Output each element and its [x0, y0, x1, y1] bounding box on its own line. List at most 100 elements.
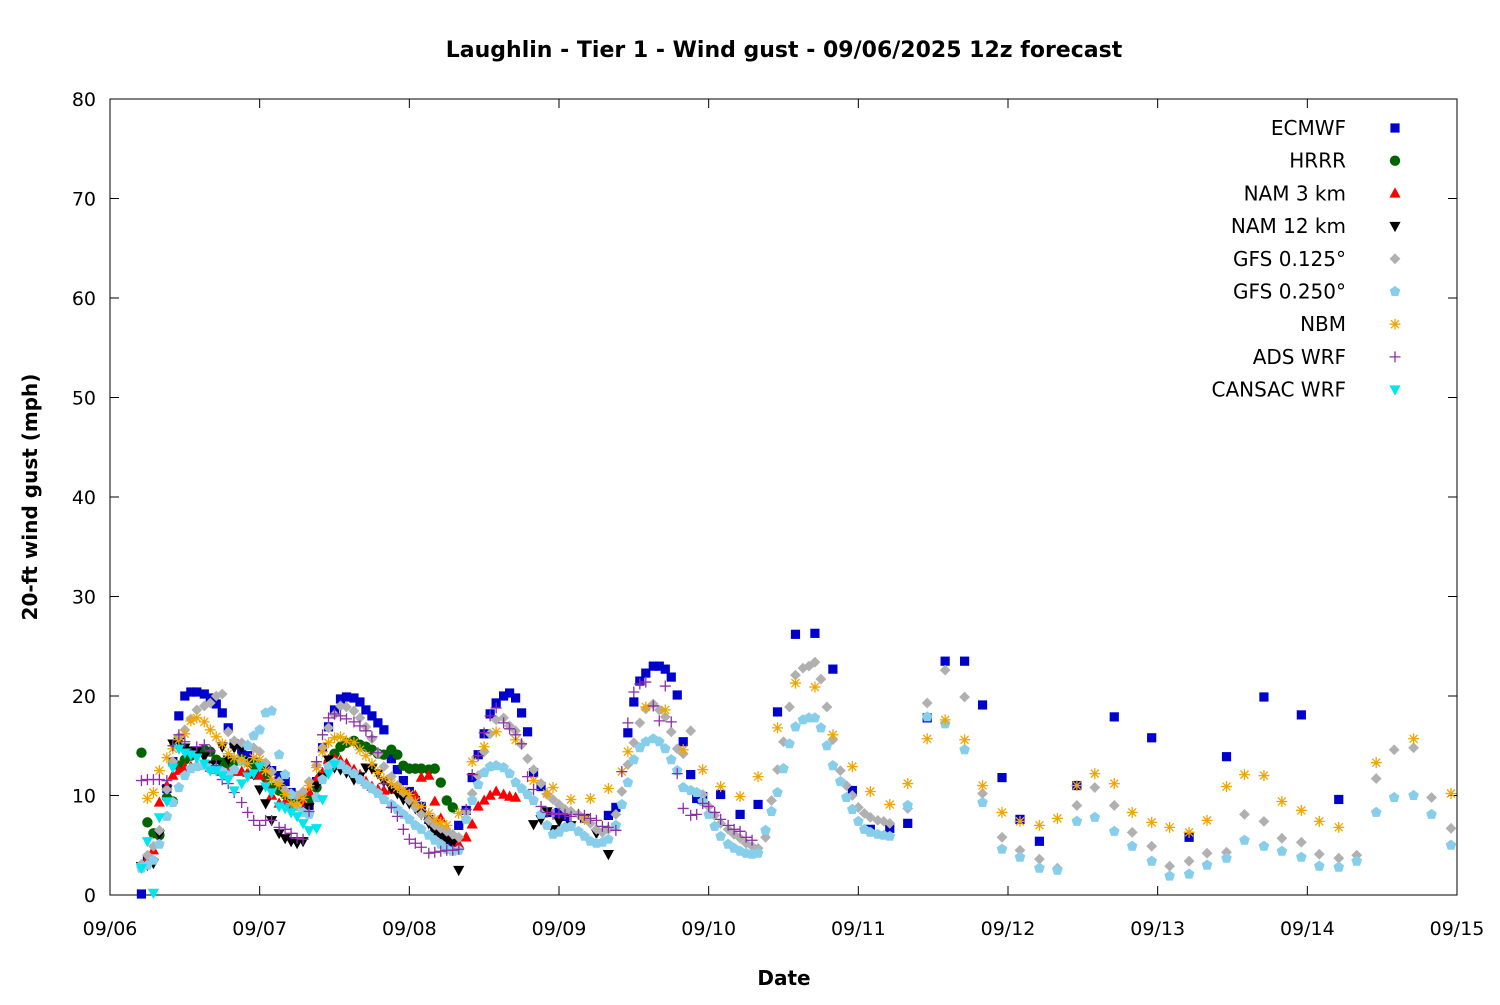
data-point	[616, 766, 628, 778]
legend-label: NAM 12 km	[1231, 214, 1346, 238]
data-point	[746, 834, 758, 846]
data-point	[1071, 780, 1083, 792]
data-point	[1333, 861, 1345, 872]
y-tick-label: 60	[72, 288, 96, 310]
data-point	[447, 844, 459, 856]
data-point	[279, 834, 291, 845]
data-point	[161, 797, 173, 808]
data-point	[185, 715, 197, 727]
data-point	[153, 824, 165, 836]
data-point	[317, 729, 329, 741]
data-point	[285, 808, 297, 819]
data-point	[504, 768, 515, 779]
data-point	[260, 782, 272, 793]
data-point	[266, 705, 277, 716]
data-point	[709, 820, 720, 831]
data-point	[660, 664, 670, 674]
data-point	[752, 847, 764, 858]
data-point	[1034, 862, 1045, 873]
data-point	[141, 837, 154, 848]
data-point	[784, 701, 795, 713]
data-point	[766, 805, 777, 816]
legend-label: CANSAC WRF	[1211, 378, 1346, 402]
data-point	[766, 795, 777, 806]
data-point	[498, 717, 510, 729]
data-point	[1221, 852, 1232, 863]
data-point	[1071, 800, 1083, 811]
data-point	[1089, 782, 1101, 793]
series-5	[136, 705, 1457, 881]
data-point	[361, 705, 371, 715]
data-point	[174, 711, 184, 721]
data-point	[210, 731, 222, 743]
data-point	[228, 752, 240, 764]
data-point	[884, 830, 896, 841]
data-point	[572, 808, 584, 820]
data-point	[348, 768, 360, 779]
data-point	[1164, 860, 1176, 872]
data-point	[1408, 789, 1419, 800]
data-point	[535, 800, 547, 812]
data-point	[1164, 821, 1176, 833]
data-point	[1089, 768, 1101, 780]
data-point	[366, 731, 378, 743]
data-point	[498, 762, 509, 773]
data-point	[490, 702, 502, 714]
data-point	[279, 804, 291, 815]
y-tick-label: 40	[72, 487, 96, 509]
data-point	[236, 779, 248, 790]
data-point	[841, 791, 852, 802]
data-point	[623, 728, 633, 738]
data-point	[254, 819, 266, 831]
data-point	[654, 661, 664, 671]
data-point	[996, 806, 1008, 818]
data-point	[1164, 870, 1175, 881]
data-point	[136, 747, 147, 758]
data-point	[191, 753, 203, 764]
series-7	[135, 676, 758, 859]
data-point	[1108, 825, 1120, 836]
data-point	[466, 794, 478, 805]
data-point	[273, 779, 285, 791]
data-point	[722, 819, 734, 831]
data-point	[1238, 769, 1250, 781]
data-point	[453, 865, 465, 877]
data-point	[1259, 692, 1269, 702]
data-point	[453, 807, 465, 819]
data-point	[827, 760, 839, 771]
data-point	[1147, 733, 1157, 743]
data-point	[355, 697, 365, 707]
data-point	[415, 809, 427, 820]
data-point	[659, 704, 671, 716]
data-point	[185, 750, 197, 761]
data-point	[317, 746, 329, 758]
data-point	[616, 798, 628, 809]
data-point	[584, 792, 596, 804]
data-point	[1351, 855, 1362, 866]
data-point	[349, 693, 359, 703]
data-point	[940, 656, 950, 666]
data-point	[297, 792, 309, 804]
data-point	[921, 733, 933, 745]
x-tick-label: 09/14	[1280, 918, 1335, 940]
data-point	[379, 725, 389, 735]
data-point	[228, 743, 240, 754]
data-point	[1071, 815, 1083, 826]
data-point	[1034, 853, 1045, 865]
legend-marker	[1389, 318, 1401, 330]
data-point	[453, 831, 465, 843]
data-point	[735, 809, 745, 820]
data-point	[640, 676, 652, 688]
legend-marker	[1390, 123, 1400, 133]
data-point	[367, 711, 377, 721]
data-point	[522, 788, 533, 799]
data-point	[509, 791, 522, 802]
data-point	[274, 771, 284, 781]
data-point	[1276, 832, 1288, 844]
data-point	[959, 691, 970, 703]
data-point	[242, 806, 254, 818]
data-point	[1239, 834, 1250, 845]
data-point	[1388, 791, 1400, 802]
data-point	[322, 769, 335, 780]
data-point	[254, 785, 266, 796]
